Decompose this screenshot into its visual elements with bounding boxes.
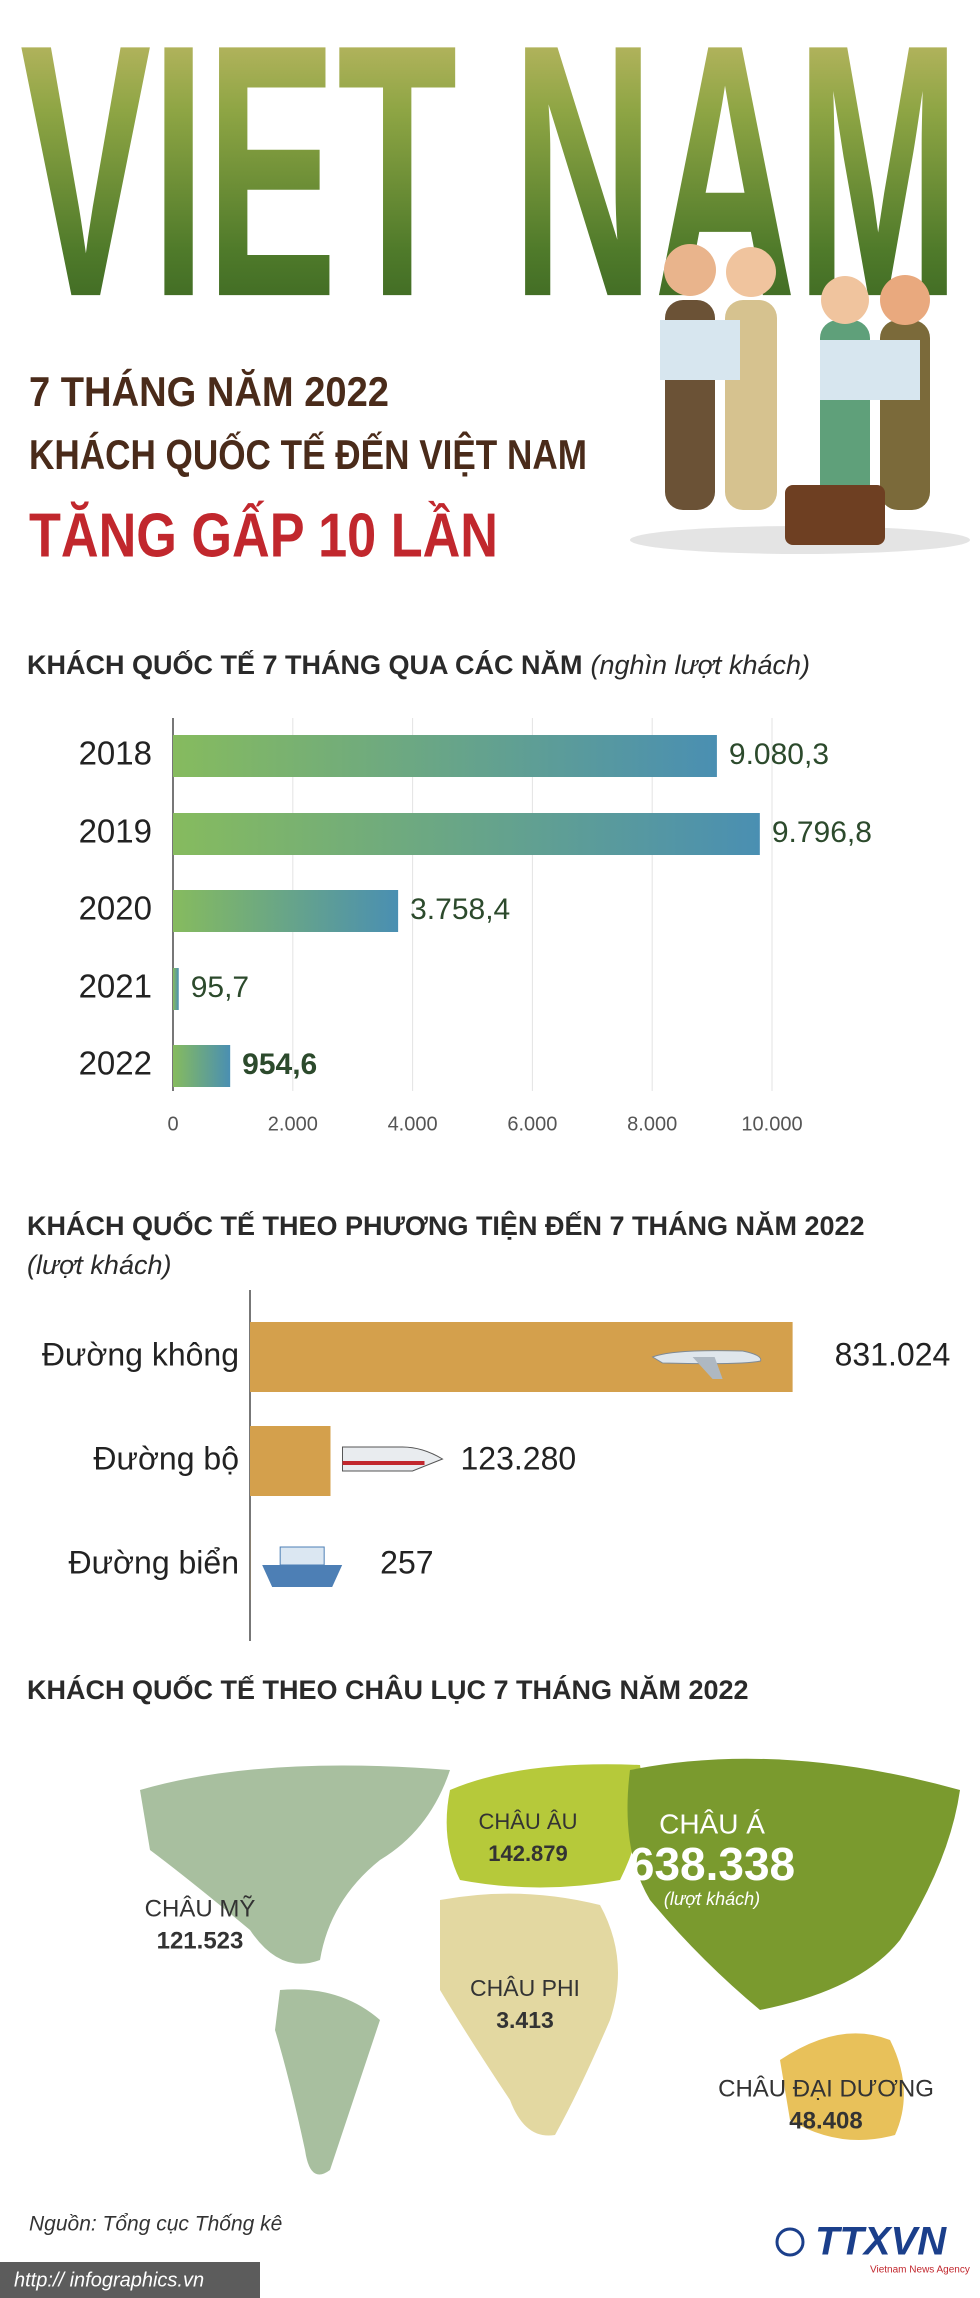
x-tick-label: 0: [167, 1113, 178, 1135]
chart-title-text: KHÁCH QUỐC TẾ THEO PHƯƠNG TIỆN ĐẾN 7 THÁ…: [27, 1209, 865, 1241]
region-value: 48.408: [789, 2107, 862, 2134]
value-label: 9.080,3: [729, 738, 829, 771]
map-asia: [627, 1758, 960, 2010]
header-title: VIET NAM: [20, 0, 960, 372]
category-label: 2018: [79, 735, 152, 772]
chart-title-text: KHÁCH QUỐC TẾ 7 THÁNG QUA CÁC NĂM: [27, 648, 583, 680]
map-europe: [446, 1764, 643, 1888]
source: Nguồn: Tổng cục Thống kê: [29, 2213, 282, 2236]
map-americas-north: [140, 1765, 450, 1964]
chart-subtitle: (lượt khách): [27, 1250, 171, 1280]
vehicle-icon: [341, 1446, 444, 1472]
region-name: CHÂU PHI: [470, 1975, 580, 2001]
chart-title: KHÁCH QUỐC TẾ THEO PHƯƠNG TIỆN ĐẾN 7 THÁ…: [27, 1209, 865, 1241]
ship-hull: [262, 1565, 343, 1587]
region-name: CHÂU Á: [659, 1808, 765, 1839]
bar: [173, 890, 399, 932]
category-label: Đường không: [42, 1336, 239, 1372]
ship-deck: [279, 1546, 325, 1566]
chart-title: KHÁCH QUỐC TẾ 7 THÁNG QUA CÁC NĂM (nghìn …: [27, 648, 810, 680]
category-label: 2019: [79, 813, 152, 850]
headline-3: TĂNG GẤP 10 LẦN: [29, 501, 498, 570]
value-label: 95,7: [191, 971, 249, 1004]
url[interactable]: http:// infographics.vn: [14, 2269, 204, 2291]
bar: [173, 1045, 231, 1087]
x-tick-label: 8.000: [627, 1113, 677, 1135]
logo-sub: Vietnam News Agency: [870, 2265, 970, 2276]
region-name: CHÂU ÂU: [478, 1809, 577, 1834]
world-map: [140, 1758, 960, 2175]
bar: [173, 813, 760, 855]
category-label: Đường biển: [69, 1544, 240, 1580]
illustration: [630, 244, 970, 554]
map-africa: [440, 1893, 618, 2136]
category-label: 2020: [79, 890, 152, 927]
map-title: KHÁCH QUỐC TẾ THEO CHÂU LỤC 7 THÁNG NĂM …: [27, 1673, 749, 1705]
region-unit: (lượt khách): [664, 1889, 760, 1909]
headline-1: 7 THÁNG NĂM 2022: [29, 368, 389, 415]
copyright-icon: [775, 2227, 805, 2257]
map-americas-south: [275, 1989, 380, 2175]
url-bar: [0, 2262, 260, 2298]
region-value: 142.879: [488, 1841, 568, 1866]
value-label: 9.796,8: [772, 816, 872, 849]
region-value: 638.338: [629, 1838, 795, 1890]
train-stripe: [342, 1461, 425, 1465]
value-label: 831.024: [835, 1336, 951, 1372]
category-label: 2022: [79, 1045, 152, 1082]
map-oceania: [780, 2033, 904, 2140]
value-label: 123.280: [460, 1440, 576, 1476]
plane-wing: [692, 1357, 723, 1379]
value-label: 3.758,4: [410, 893, 510, 926]
x-tick-label: 6.000: [507, 1113, 557, 1135]
train-body: [341, 1446, 444, 1472]
logo: TTXVN: [815, 2220, 947, 2264]
bar: [173, 735, 717, 777]
value-label: 257: [380, 1544, 433, 1580]
category-label: Đường bộ: [93, 1440, 239, 1476]
bar: [250, 1426, 331, 1496]
region-name: CHÂU ĐẠI DƯƠNG: [718, 2075, 934, 2102]
x-tick-label: 4.000: [388, 1113, 438, 1135]
category-label: 2021: [79, 968, 152, 1005]
region-name: CHÂU MỸ: [145, 1895, 256, 1922]
x-tick-label: 10.000: [741, 1113, 802, 1135]
chart-subtitle: (nghìn lượt khách): [591, 650, 811, 680]
vehicle-icon: [262, 1546, 343, 1587]
value-label: 954,6: [242, 1048, 317, 1081]
vehicle-icon: [651, 1350, 762, 1379]
region-value: 3.413: [496, 2007, 554, 2033]
bar: [173, 968, 179, 1010]
headline-2: KHÁCH QUỐC TẾ ĐẾN VIỆT NAM: [29, 430, 587, 478]
region-value: 121.523: [157, 1927, 244, 1954]
x-tick-label: 2.000: [268, 1113, 318, 1135]
